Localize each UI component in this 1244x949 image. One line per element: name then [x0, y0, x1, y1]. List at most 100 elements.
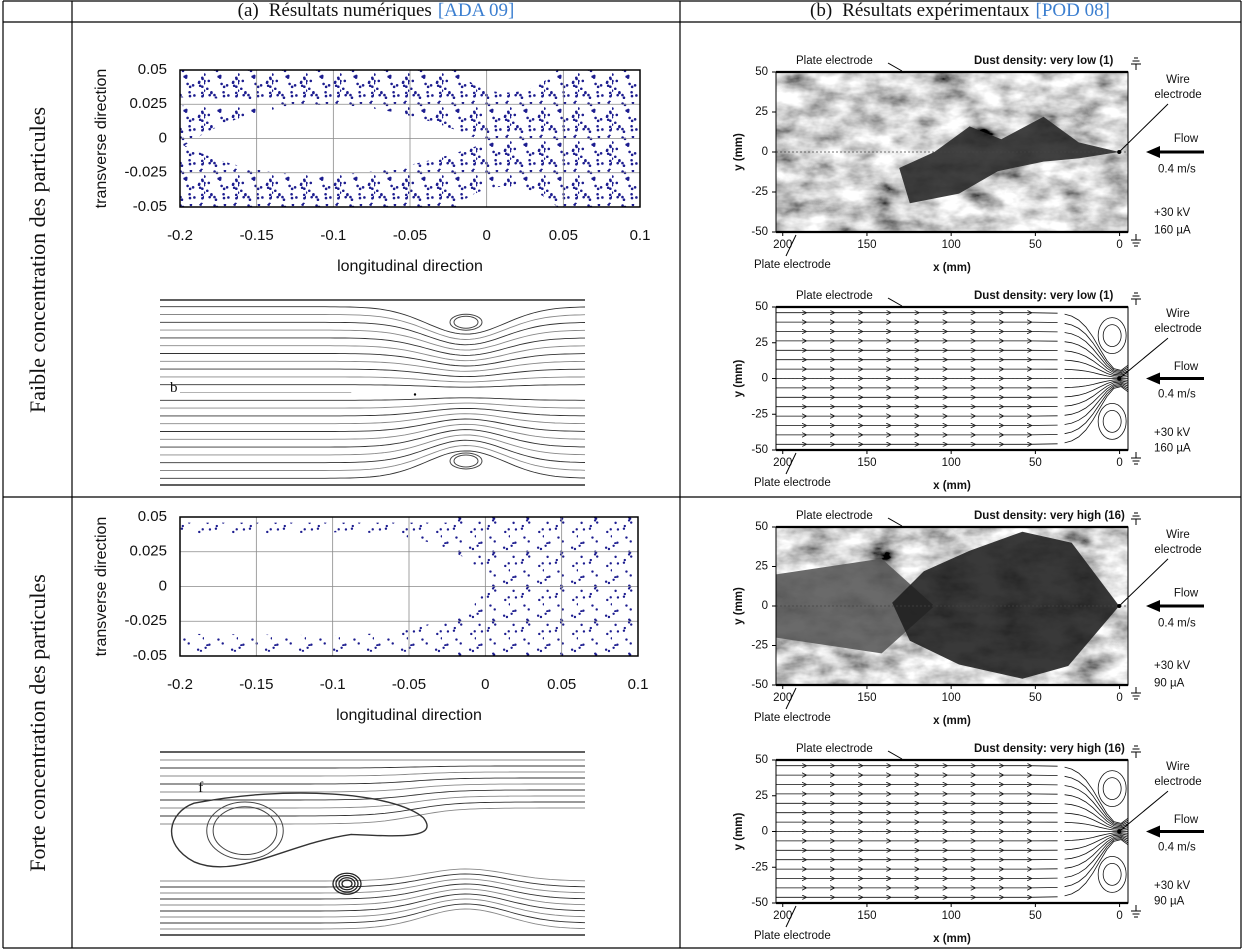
plate-label: Plate electrode: [754, 930, 831, 942]
current-label: 90 µA: [1154, 677, 1185, 689]
x-tick-label: -0.15: [239, 676, 273, 693]
x-tick-label: 100: [942, 910, 961, 922]
x-tick-label: 0: [1116, 910, 1122, 922]
density-label: Dust density: very high (16): [974, 743, 1125, 755]
wire-label-line: Wire: [1166, 529, 1190, 541]
column-header: (a)Résultats numériques[ADA 09]: [238, 0, 515, 21]
x-axis-label: x (mm): [933, 933, 971, 945]
y-tick-label: 0: [762, 146, 768, 158]
wire-label-line: electrode: [1154, 544, 1201, 556]
wire-label-line: electrode: [1154, 89, 1201, 101]
x-tick-label: 0: [1116, 457, 1122, 469]
wire: [1117, 604, 1121, 608]
header-label: (b): [810, 0, 832, 21]
y-tick-label: 50: [755, 754, 768, 766]
x-tick-label: 50: [1029, 457, 1042, 469]
flow-label: Flow: [1174, 361, 1199, 373]
x-tick-label: 150: [857, 239, 876, 251]
y-axis-label: y (mm): [733, 587, 745, 625]
plate-label: Plate electrode: [796, 510, 873, 522]
density-label: Dust density: very low (1): [974, 290, 1113, 302]
y-tick-label: -50: [751, 444, 768, 456]
y-tick-label: 25: [755, 561, 768, 573]
x-tick-label: 100: [942, 692, 961, 704]
y-tick-label: -50: [751, 897, 768, 909]
figure-table: (a)Résultats numériques[ADA 09] (b)Résul…: [0, 0, 1244, 949]
x-tick-label: 100: [942, 239, 961, 251]
x-tick-label: 0.05: [549, 227, 578, 244]
y-axis-label: y (mm): [733, 812, 745, 850]
y-tick-label: -25: [751, 186, 768, 198]
y-tick-label: 0: [159, 129, 167, 146]
header-label: (a): [238, 0, 259, 21]
row-label: Forte concentration des particules: [25, 574, 50, 872]
plate-label: Plate electrode: [796, 55, 873, 67]
particle-free-zone: [180, 532, 487, 635]
density-label: Dust density: very low (1): [974, 55, 1113, 67]
wire-label-line: electrode: [1154, 776, 1201, 788]
x-tick-label: 150: [857, 910, 876, 922]
streamline-marker: f: [198, 780, 203, 796]
y-tick-label: 0.05: [138, 61, 167, 78]
wire-label-line: Wire: [1166, 308, 1190, 320]
y-tick-label: 0: [762, 826, 768, 838]
x-tick-label: -0.2: [167, 227, 193, 244]
y-tick-label: 0: [159, 577, 167, 594]
particle-free-zone: [180, 517, 455, 523]
y-axis-label: y (mm): [733, 359, 745, 397]
y-tick-label: 0.05: [138, 508, 167, 525]
x-tick-label: 50: [1029, 910, 1042, 922]
x-axis-label: x (mm): [933, 262, 971, 274]
current-label: 90 µA: [1154, 896, 1185, 908]
x-tick-label: 150: [857, 692, 876, 704]
plate-label: Plate electrode: [754, 477, 831, 489]
x-tick-label: 50: [1029, 692, 1042, 704]
y-tick-label: 25: [755, 790, 768, 802]
plate-label: Plate electrode: [796, 290, 873, 302]
voltage-label: +30 kV: [1154, 660, 1190, 672]
voltage-label: +30 kV: [1154, 880, 1190, 892]
plate-label: Plate electrode: [754, 712, 831, 724]
density-label: Dust density: very high (16): [974, 510, 1125, 522]
y-tick-label: -0.025: [124, 164, 167, 181]
x-tick-label: -0.1: [320, 227, 346, 244]
y-axis-label: y (mm): [733, 133, 745, 171]
x-tick-label: 0.1: [630, 227, 651, 244]
y-tick-label: -0.025: [124, 612, 167, 629]
y-tick-label: -0.05: [133, 647, 167, 664]
y-tick-label: -50: [751, 226, 768, 238]
y-tick-label: -25: [751, 640, 768, 652]
x-tick-label: 0: [1116, 692, 1122, 704]
x-tick-label: 0.1: [628, 676, 649, 693]
x-tick-label: 0: [482, 227, 490, 244]
y-tick-label: -50: [751, 679, 768, 691]
y-tick-label: 25: [755, 106, 768, 118]
speed-label: 0.4 m/s: [1158, 164, 1196, 176]
wire: [1117, 830, 1121, 834]
x-axis-label: longitudinal direction: [337, 258, 483, 275]
flow-label: Flow: [1174, 814, 1199, 826]
speed-label: 0.4 m/s: [1158, 388, 1196, 400]
y-tick-label: 25: [755, 337, 768, 349]
header-title: Résultats numériques: [269, 0, 432, 21]
y-tick-label: 0: [762, 373, 768, 385]
voltage-label: +30 kV: [1154, 207, 1190, 219]
y-tick-label: 50: [755, 301, 768, 313]
particle: [414, 393, 416, 395]
y-tick-label: -25: [751, 861, 768, 873]
plate-label: Plate electrode: [754, 259, 831, 271]
x-axis-label: x (mm): [933, 480, 971, 492]
y-tick-label: 50: [755, 66, 768, 78]
x-tick-label: -0.05: [393, 227, 427, 244]
x-tick-label: -0.1: [320, 676, 346, 693]
wire: [1117, 377, 1121, 381]
x-tick-label: 0.05: [547, 676, 576, 693]
x-axis-label: longitudinal direction: [336, 707, 482, 724]
voltage-label: +30 kV: [1154, 427, 1190, 439]
speed-label: 0.4 m/s: [1158, 841, 1196, 853]
column-header: (b)Résultats expérimentaux[POD 08]: [810, 0, 1110, 21]
row-label: Faible concentration des particules: [25, 107, 50, 413]
wire-label-line: Wire: [1166, 74, 1190, 86]
speed-label: 0.4 m/s: [1158, 617, 1196, 629]
header-title: Résultats expérimentaux: [842, 0, 1030, 21]
